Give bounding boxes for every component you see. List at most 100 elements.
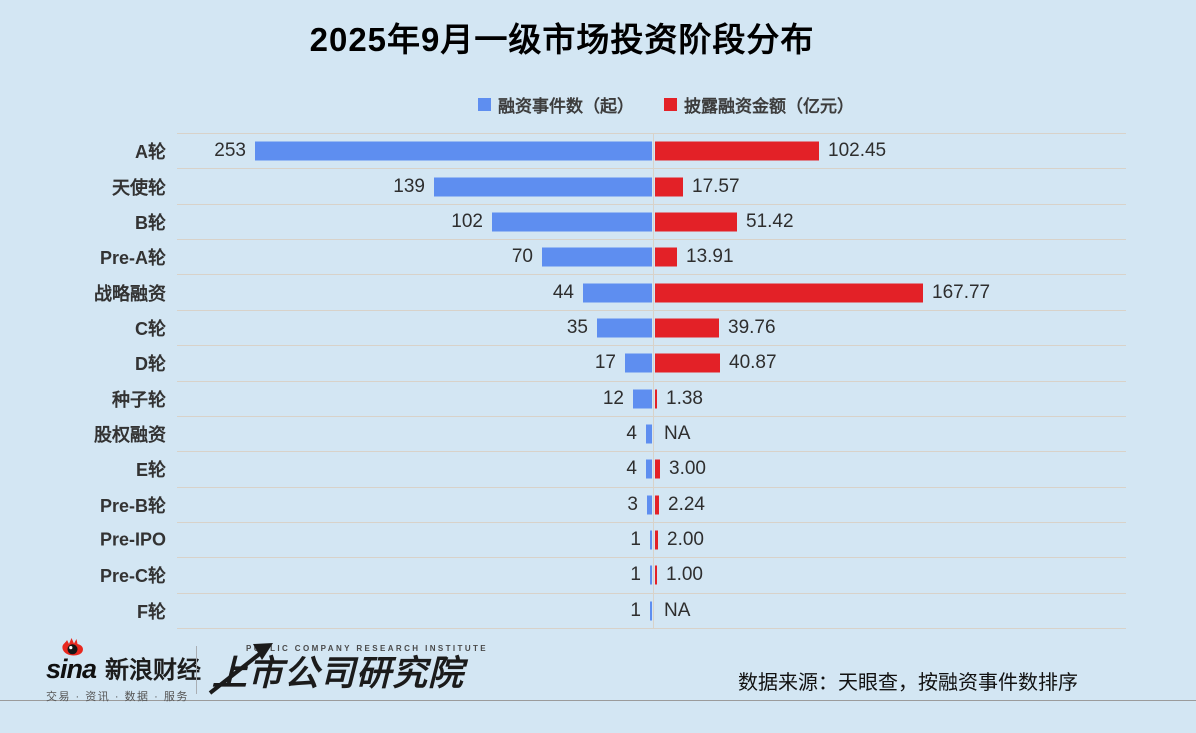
events-bar <box>597 318 652 338</box>
events-value-label: 1 <box>630 529 641 551</box>
chart-row: Pre-B轮 3 2.24 <box>100 486 1126 522</box>
sina-tagline: 交易 · 资讯 · 数据 · 服务 <box>46 691 189 703</box>
events-bar <box>646 424 652 444</box>
events-bar <box>650 565 652 585</box>
sina-eye-icon <box>62 638 83 656</box>
chart-row: A轮 253 102.45 <box>135 133 1126 168</box>
events-bar <box>650 601 652 621</box>
category-label: C轮 <box>135 318 166 339</box>
category-label: F轮 <box>137 601 166 622</box>
chart-row: E轮 4 3.00 <box>136 451 1126 486</box>
chart-row: Pre-C轮 1 1.00 <box>100 557 1126 592</box>
amount-bar <box>655 247 677 267</box>
events-value-label: 17 <box>594 352 616 374</box>
amount-bar <box>655 212 737 232</box>
amount-value-label: 167.77 <box>932 281 991 303</box>
amount-bar <box>655 283 923 303</box>
category-label: Pre-C轮 <box>99 566 166 587</box>
category-label: Pre-B轮 <box>99 495 166 516</box>
events-value-label: 1 <box>630 599 641 621</box>
events-bar <box>647 495 652 515</box>
amount-bar <box>655 318 719 338</box>
events-value-label: 102 <box>451 210 483 232</box>
events-value-label: 1 <box>630 564 641 586</box>
category-label: Pre-IPO <box>99 529 166 550</box>
amount-value-label: 2.24 <box>668 493 705 515</box>
amount-bar <box>655 389 657 409</box>
amount-value-label: 13.91 <box>686 246 734 268</box>
sina-finance-logo: sina 新浪财经 交易 · 资讯 · 数据 · 服务 <box>46 638 202 704</box>
legend-item-events: 融资事件数（起） <box>478 92 634 117</box>
chart-row: 战略融资 44 167.77 <box>94 274 1126 309</box>
category-label: 战略融资 <box>94 283 166 304</box>
events-bar <box>583 283 652 303</box>
amount-value-label: 39.76 <box>728 316 776 338</box>
diverging-bar-chart: A轮 253 102.45 天使轮 139 17.57 B轮 102 51.42 Pre-A轮 70… <box>94 133 1126 630</box>
sina-logo-row: sina 新浪财经 <box>46 638 202 684</box>
sina-finance-cn-text: 新浪财经 <box>105 657 202 684</box>
category-label: 天使轮 <box>112 177 166 198</box>
category-label: A轮 <box>135 142 166 163</box>
data-source-note: 数据来源：天眼查，按融资事件数排序 <box>738 672 1078 694</box>
events-value-label: 253 <box>214 140 246 162</box>
amount-value-label: 2.00 <box>667 529 704 551</box>
legend: 融资事件数（起） 披露融资金额（亿元） <box>68 92 1196 117</box>
amount-bar <box>655 459 660 479</box>
category-label: E轮 <box>135 460 166 481</box>
chart-row: B轮 102 51.42 <box>135 203 1126 239</box>
category-label: Pre-A轮 <box>99 248 166 269</box>
amount-bar <box>655 177 683 197</box>
events-value-label: 139 <box>393 175 425 197</box>
arrow-up-right-icon <box>208 643 273 695</box>
chart-row: F轮 1 NA <box>137 592 1126 628</box>
sina-brand-text: sina <box>46 654 97 684</box>
events-value-label: 4 <box>626 423 637 445</box>
amount-value-label: 51.42 <box>746 210 794 232</box>
amount-value-label: 40.87 <box>729 352 777 374</box>
footer-divider <box>196 646 197 694</box>
institute-name-en: PUBLIC COMPANY RESEARCH INSTITUTE <box>246 644 489 653</box>
events-bar <box>625 353 652 373</box>
amount-legend-swatch-icon <box>664 98 677 111</box>
amount-bar <box>655 495 659 515</box>
category-label: D轮 <box>135 354 166 375</box>
chart-row: 天使轮 139 17.57 <box>112 168 1126 203</box>
category-label: 股权融资 <box>94 425 166 446</box>
chart-row: D轮 17 40.87 <box>135 345 1126 380</box>
events-value-label: 35 <box>566 316 588 338</box>
events-value-label: 4 <box>626 458 637 480</box>
institute-logo: PUBLIC COMPANY RESEARCH INSTITUTE 上市公司研究… <box>208 643 489 695</box>
amount-bar <box>655 141 819 161</box>
events-bar <box>255 141 652 161</box>
chart-row: 股权融资 4 NA <box>94 415 1126 451</box>
amount-value-label: 102.45 <box>828 140 887 162</box>
amount-value-label: NA <box>664 599 691 621</box>
events-bar <box>492 212 652 232</box>
chart-row: Pre-A轮 70 13.91 <box>100 239 1126 274</box>
chart-row: 种子轮 12 1.38 <box>112 380 1126 416</box>
events-value-label: 70 <box>511 246 533 268</box>
amount-value-label: 3.00 <box>669 458 706 480</box>
institute-wordmark: 上市公司研究院 <box>208 643 488 695</box>
events-bar <box>633 389 652 409</box>
amount-value-label: 17.57 <box>692 175 740 197</box>
events-bar <box>434 177 652 197</box>
footer-rule <box>0 700 1196 701</box>
amount-value-label: 1.00 <box>666 564 703 586</box>
amount-value-label: 1.38 <box>666 387 703 409</box>
events-value-label: 12 <box>602 387 624 409</box>
events-bar <box>646 459 652 479</box>
category-label: B轮 <box>135 212 166 233</box>
category-label: 种子轮 <box>112 389 166 410</box>
events-bar <box>650 530 652 550</box>
legend-item-amount: 披露融资金额（亿元） <box>664 92 854 117</box>
chart-row: C轮 35 39.76 <box>135 309 1126 345</box>
amount-value-label: NA <box>664 423 691 445</box>
sina-wordmark: sina <box>46 638 97 684</box>
chart-title: 2025年9月一级市场投资阶段分布 <box>309 21 815 58</box>
chart-row: Pre-IPO 1 2.00 <box>100 521 1126 557</box>
amount-legend-label: 披露融资金额（亿元） <box>684 97 854 116</box>
events-value-label: 3 <box>627 493 638 515</box>
amount-bar <box>655 530 658 550</box>
